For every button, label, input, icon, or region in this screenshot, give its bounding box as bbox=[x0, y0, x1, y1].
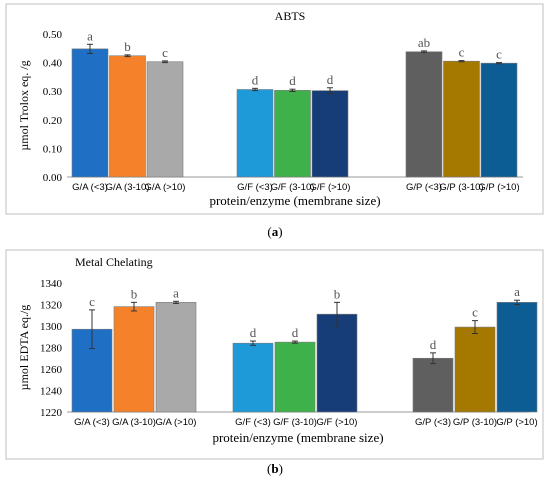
x-tick-label: G/F (>10) bbox=[317, 417, 358, 428]
bar bbox=[480, 62, 518, 178]
bar bbox=[316, 313, 358, 413]
y-tick-label: 1280 bbox=[40, 343, 63, 355]
y-tick-label: 0.20 bbox=[43, 115, 63, 127]
x-tick-label: G/A (3-10) bbox=[112, 417, 156, 428]
x-tick-label: G/P (3-10) bbox=[453, 417, 497, 428]
significance-letter: c bbox=[89, 294, 95, 309]
bar bbox=[71, 48, 109, 178]
bar bbox=[454, 326, 496, 413]
bar bbox=[412, 357, 454, 413]
y-tick-label: 1260 bbox=[40, 364, 63, 376]
x-tick-label: G/P (>10) bbox=[496, 417, 537, 428]
significance-letter: d bbox=[430, 337, 437, 352]
panel-b-label: b bbox=[271, 461, 279, 476]
bar bbox=[232, 342, 274, 413]
x-tick-label: G/F (<3) bbox=[235, 417, 271, 428]
y-tick-label: 1240 bbox=[40, 386, 63, 398]
x-tick-label: G/A (3-10) bbox=[106, 182, 150, 193]
metal-chelating-chart-panel: Metal Chelating 1220 1240 1260 1280 1300 1320 1… bbox=[0, 249, 550, 460]
y-tick-label: 1320 bbox=[40, 300, 63, 312]
bar bbox=[274, 90, 311, 178]
abts-chart-panel: ABTS 0.00 0.10 0.20 0.30 0.40 0.50 µmol Trolox … bbox=[0, 0, 550, 218]
significance-letter: c bbox=[496, 47, 502, 62]
x-tick-label: G/F (3-10) bbox=[273, 417, 317, 428]
significance-letter: b bbox=[124, 39, 131, 54]
x-tick-label: G/A (<3) bbox=[74, 417, 110, 428]
significance-letter: c bbox=[162, 45, 168, 60]
bar bbox=[311, 90, 349, 178]
significance-letter: c bbox=[459, 45, 465, 60]
x-tick-label: G/P (<3) bbox=[406, 182, 442, 193]
y-tick-label: 0.30 bbox=[43, 86, 63, 98]
significance-letter: d bbox=[292, 325, 299, 340]
significance-letter: a bbox=[173, 285, 179, 300]
panel-a-label: a bbox=[271, 224, 279, 239]
y-tick-label: 0.00 bbox=[43, 172, 63, 184]
x-tick-label: G/A (>10) bbox=[156, 417, 197, 428]
panel-a-caption: (a) bbox=[267, 224, 283, 239]
bar bbox=[405, 51, 443, 178]
significance-letter: b bbox=[131, 286, 138, 301]
x-tick-label: G/A (<3) bbox=[72, 182, 108, 193]
y-axis-label: µmol EDTA eq./g bbox=[17, 305, 31, 391]
significance-letter: ab bbox=[418, 35, 430, 50]
panel-b-caption: (b) bbox=[267, 461, 283, 476]
x-tick-label: G/P (3-10) bbox=[439, 182, 483, 193]
y-axis-label: µmol Trolox eq. /g bbox=[17, 60, 31, 150]
y-tick-label: 1220 bbox=[40, 407, 63, 419]
bar bbox=[113, 306, 155, 413]
bar bbox=[496, 302, 538, 413]
significance-letter: d bbox=[252, 72, 259, 87]
x-tick-label: G/P (>10) bbox=[478, 182, 519, 193]
x-tick-label: G/F (>10) bbox=[310, 182, 351, 193]
significance-letter: d bbox=[289, 73, 296, 88]
bar bbox=[236, 89, 274, 178]
metal-chelating-chart: Metal Chelating 1220 1240 1260 1280 1300 1320 1… bbox=[5, 249, 544, 460]
significance-letter: d bbox=[327, 72, 334, 87]
x-tick-label: G/A (>10) bbox=[145, 182, 186, 193]
x-tick-label: G/F (<3) bbox=[237, 182, 273, 193]
bar bbox=[443, 60, 480, 178]
significance-letter: b bbox=[334, 286, 341, 301]
y-tick-label: 1300 bbox=[40, 321, 63, 333]
x-tick-label: G/P (<3) bbox=[415, 417, 451, 428]
y-tick-label: 0.50 bbox=[43, 29, 63, 41]
y-tick-label: 1340 bbox=[40, 278, 63, 290]
significance-letter: a bbox=[514, 284, 520, 299]
chart-title: Metal Chelating bbox=[75, 255, 153, 269]
bar bbox=[274, 341, 316, 413]
abts-chart: ABTS 0.00 0.10 0.20 0.30 0.40 0.50 µmol Trolox … bbox=[5, 3, 544, 215]
y-tick-label: 0.10 bbox=[43, 143, 63, 155]
y-tick-label: 0.40 bbox=[43, 58, 63, 70]
significance-letter: c bbox=[472, 305, 478, 320]
bar bbox=[146, 61, 184, 178]
significance-letter: a bbox=[87, 28, 93, 43]
x-axis-label: protein/enzyme (membrane size) bbox=[209, 193, 380, 208]
x-axis-label: protein/enzyme (membrane size) bbox=[212, 430, 383, 445]
chart-title: ABTS bbox=[275, 9, 306, 23]
x-tick-label: G/F (3-10) bbox=[271, 182, 315, 193]
bar bbox=[109, 55, 146, 178]
significance-letter: d bbox=[250, 325, 257, 340]
bar bbox=[155, 302, 197, 413]
